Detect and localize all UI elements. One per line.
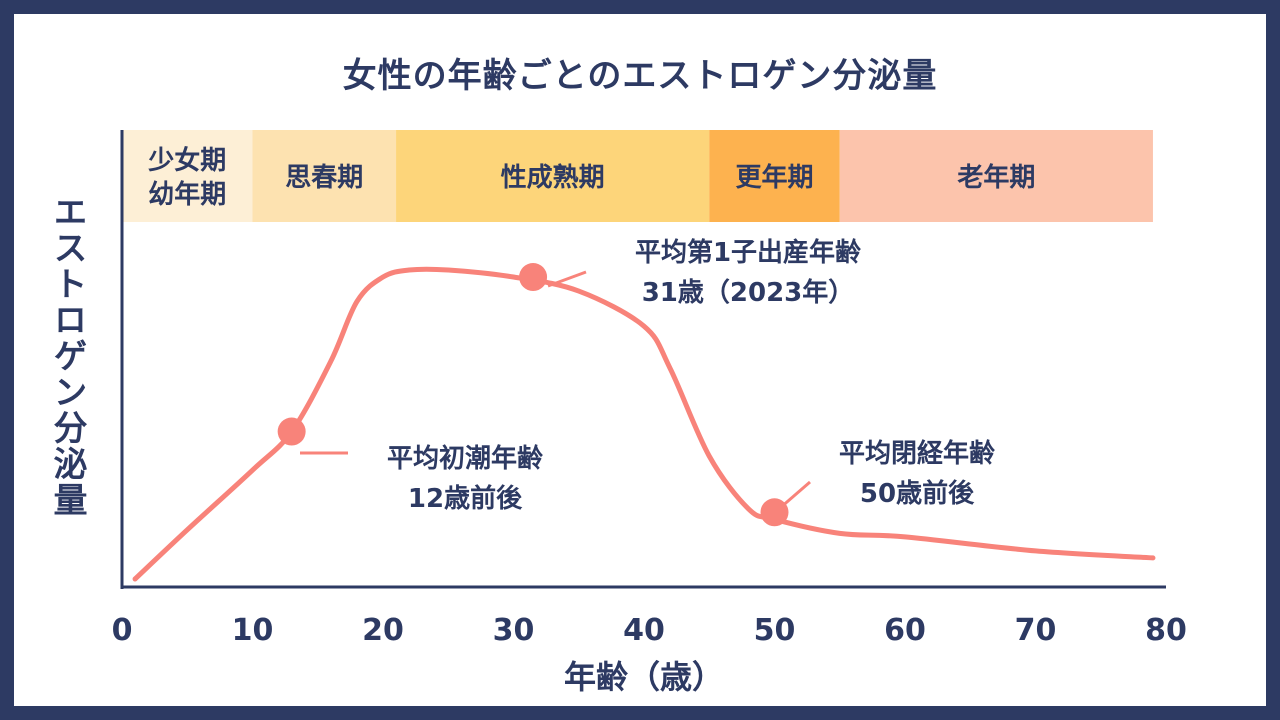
stage-band-3 xyxy=(709,130,840,222)
x-tick-label-4: 40 xyxy=(623,613,665,648)
x-tick-label-2: 20 xyxy=(362,613,404,648)
stage-label-1-0: 思春期 xyxy=(285,163,363,193)
annotation-label-2-1: 50歳前後 xyxy=(860,478,975,509)
annotation-label-0-1: 12歳前後 xyxy=(408,483,523,514)
stage-label-0-0: 少女期 xyxy=(147,145,226,176)
annotation-marker-0 xyxy=(277,417,306,446)
stage-band-2 xyxy=(396,130,710,222)
x-tick-label-1: 10 xyxy=(232,613,274,648)
stage-label-2-0: 性成熟期 xyxy=(501,162,605,193)
x-tick-label-7: 70 xyxy=(1015,613,1057,648)
annotation-label-2-0: 平均閉経年齢 xyxy=(839,438,996,469)
stage-label-0-1: 幼年期 xyxy=(148,179,226,210)
annotation-marker-1 xyxy=(519,263,548,292)
x-tick-label-5: 50 xyxy=(754,613,796,648)
x-tick-label-3: 30 xyxy=(493,613,535,648)
stage-label-4-0: 老年期 xyxy=(957,162,1035,193)
annotation-label-1-0: 平均第1子出産年齢 xyxy=(635,237,862,268)
y-axis-label: エストロゲン分泌量 xyxy=(47,194,87,518)
x-axis-label: 年齢（歳） xyxy=(564,658,724,696)
x-tick-label-0: 0 xyxy=(112,613,133,648)
x-tick-label-8: 80 xyxy=(1145,613,1187,648)
x-tick-label-6: 60 xyxy=(884,613,926,648)
annotation-leader-1 xyxy=(547,270,587,288)
annotation-label-1-1: 31歳（2023年） xyxy=(642,277,855,308)
stage-band-0 xyxy=(122,130,253,222)
annotation-marker-2 xyxy=(760,498,789,527)
stage-band-1 xyxy=(252,130,397,222)
stage-band-4 xyxy=(839,130,1153,222)
chart-frame: 女性の年齢ごとのエストロゲン分泌量 エストロゲン分泌量 xyxy=(14,14,1266,706)
annotation-label-0-0: 平均初潮年齢 xyxy=(387,443,544,474)
chart-title: 女性の年齢ごとのエストロゲン分泌量 xyxy=(342,56,938,96)
stage-label-3-0: 更年期 xyxy=(735,162,813,193)
